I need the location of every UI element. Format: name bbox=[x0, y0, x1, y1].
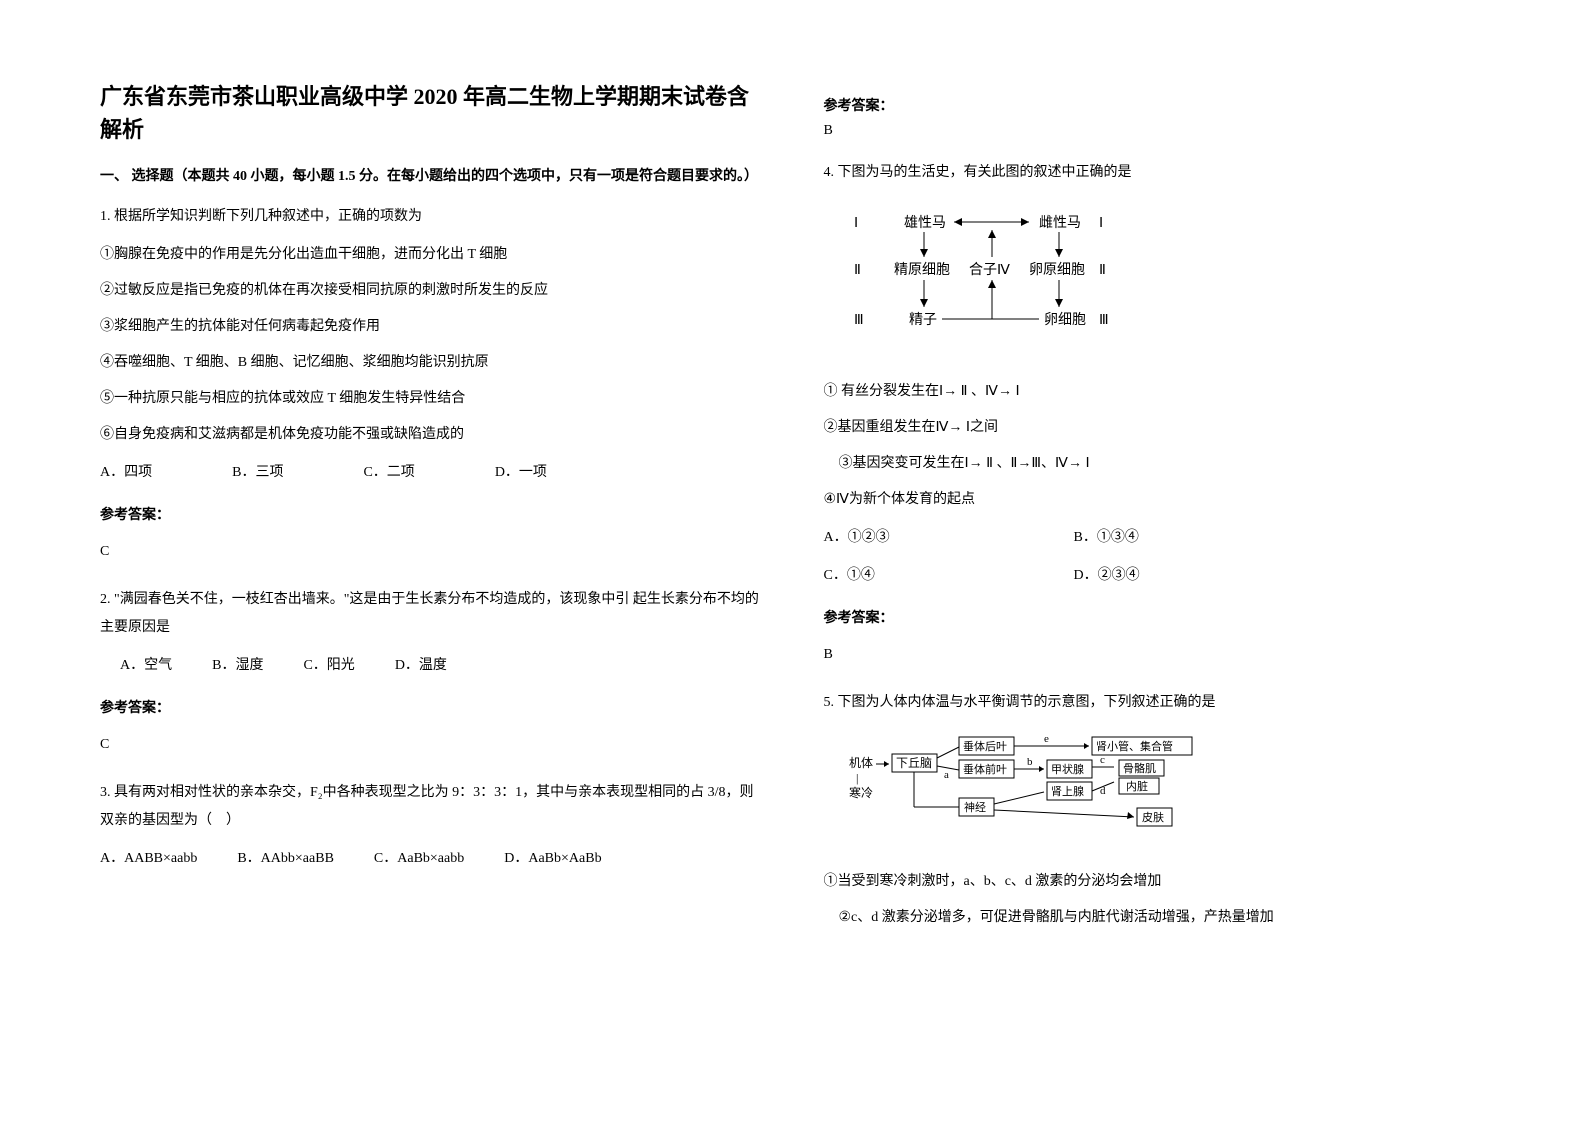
diagram-adrenal: 肾上腺 bbox=[1051, 784, 1084, 798]
q1-option-b: B．三项 bbox=[232, 459, 283, 487]
diagram-sperm-origin: 精原细胞 bbox=[894, 262, 950, 278]
diagram-kidney: 肾小管、集合管 bbox=[1096, 739, 1173, 753]
exam-title: 广东省东莞市茶山职业高级中学 2020 年高二生物上学期期末试卷含解析 bbox=[100, 80, 764, 146]
q5-item-2: ②c、d 激素分泌增多，可促进骨骼肌与内脏代谢活动增强，产热量增加 bbox=[839, 904, 1488, 932]
q3-text: 3. 具有两对相对性状的亲本杂交，F₂中各种表现型之比为 9：3：3：1，其中与… bbox=[100, 779, 764, 835]
question-2: 2. "满园春色关不住，一枝红杏出墙来。"这是由于生长素分布不均造成的，该现象中… bbox=[100, 586, 764, 759]
q2-option-b: B．湿度 bbox=[212, 652, 263, 680]
q4-option-a: A．①②③ bbox=[824, 524, 1074, 552]
q2-answer-label: 参考答案： bbox=[100, 695, 764, 723]
diagram-label-II-left: Ⅱ bbox=[854, 263, 861, 278]
q5-item-1: ①当受到寒冷刺激时，a、b、c、d 激素的分泌均会增加 bbox=[824, 868, 1488, 896]
q1-answer: C bbox=[100, 538, 764, 566]
diagram-label-c: c bbox=[1100, 754, 1105, 766]
diagram-label-e: e bbox=[1044, 733, 1049, 745]
diagram-egg-origin: 卵原细胞 bbox=[1029, 262, 1085, 278]
q4-item-3: ③基因突变可发生在Ⅰ→ Ⅱ 、Ⅱ→Ⅲ、Ⅳ→ Ⅰ bbox=[839, 450, 1488, 478]
question-3: 3. 具有两对相对性状的亲本杂交，F₂中各种表现型之比为 9：3：3：1，其中与… bbox=[100, 779, 764, 873]
q3-option-d: D．AaBb×AaBb bbox=[504, 845, 601, 873]
q1-item-1: ①胸腺在免疫中的作用是先分化出造血干细胞，进而分化出 T 细胞 bbox=[100, 241, 764, 269]
q2-option-a: A．空气 bbox=[120, 652, 172, 680]
diagram-viscera: 内脏 bbox=[1126, 779, 1148, 793]
q4-text: 4. 下图为马的生活史，有关此图的叙述中正确的是 bbox=[824, 159, 1488, 187]
q4-answer: B bbox=[824, 641, 1488, 669]
q1-item-5: ⑤一种抗原只能与相应的抗体或效应 T 细胞发生特异性结合 bbox=[100, 385, 764, 413]
q2-option-c: C．阳光 bbox=[303, 652, 354, 680]
diagram-male-horse: 雄性马 bbox=[904, 215, 946, 231]
q5-diagram: 机体 | 寒冷 下丘脑 垂体后叶 e 肾小管、集合管 a bbox=[844, 732, 1488, 853]
diagram-cold: 寒冷 bbox=[849, 785, 873, 800]
q1-option-c: C．二项 bbox=[363, 459, 414, 487]
diagram-body: 机体 bbox=[849, 756, 873, 770]
q4-item-1: ① 有丝分裂发生在Ⅰ→ Ⅱ 、Ⅳ→ Ⅰ bbox=[824, 378, 1488, 406]
q4-answer-label: 参考答案： bbox=[824, 605, 1488, 633]
q4-diagram: Ⅰ 雄性马 雌性马 Ⅰ Ⅱ 精原 bbox=[844, 202, 1488, 363]
q1-text: 1. 根据所学知识判断下列几种叙述中，正确的项数为 bbox=[100, 203, 764, 231]
diagram-posterior-pituitary: 垂体后叶 bbox=[963, 739, 1007, 753]
q3-answer: B bbox=[824, 123, 1488, 139]
diagram-hypothalamus: 下丘脑 bbox=[896, 756, 932, 770]
q1-option-d: D．一项 bbox=[495, 459, 547, 487]
q4-option-b: B．①③④ bbox=[1074, 524, 1324, 552]
q4-option-c: C．①④ bbox=[824, 562, 1074, 590]
diagram-label-d: d bbox=[1100, 785, 1106, 797]
diagram-label-III-left: Ⅲ bbox=[854, 313, 864, 328]
q5-text: 5. 下图为人体内体温与水平衡调节的示意图，下列叙述正确的是 bbox=[824, 689, 1488, 717]
q4-item-4: ④Ⅳ为新个体发育的起点 bbox=[824, 486, 1488, 514]
q1-answer-label: 参考答案： bbox=[100, 502, 764, 530]
diagram-label-a: a bbox=[944, 769, 949, 781]
q1-option-a: A．四项 bbox=[100, 459, 152, 487]
diagram-female-horse: 雌性马 bbox=[1039, 215, 1081, 231]
diagram-label-II-right: Ⅱ bbox=[1099, 263, 1106, 278]
section-1-header: 一、 选择题（本题共 40 小题，每小题 1.5 分。在每小题给出的四个选项中，… bbox=[100, 166, 764, 188]
q3-option-c: C．AaBb×aabb bbox=[374, 845, 464, 873]
question-4: 4. 下图为马的生活史，有关此图的叙述中正确的是 Ⅰ 雄性马 雌性马 Ⅰ bbox=[824, 159, 1488, 669]
q1-item-2: ②过敏反应是指已免疫的机体在再次接受相同抗原的刺激时所发生的反应 bbox=[100, 277, 764, 305]
question-1: 1. 根据所学知识判断下列几种叙述中，正确的项数为 ①胸腺在免疫中的作用是先分化… bbox=[100, 203, 764, 566]
diagram-label-b: b bbox=[1027, 756, 1033, 768]
diagram-label-I-left: Ⅰ bbox=[854, 216, 858, 231]
question-5: 5. 下图为人体内体温与水平衡调节的示意图，下列叙述正确的是 机体 | 寒冷 下… bbox=[824, 689, 1488, 932]
diagram-label-III-right: Ⅲ bbox=[1099, 313, 1109, 328]
q1-item-4: ④吞噬细胞、T 细胞、B 细胞、记忆细胞、浆细胞均能识别抗原 bbox=[100, 349, 764, 377]
q2-text: 2. "满园春色关不住，一枝红杏出墙来。"这是由于生长素分布不均造成的，该现象中… bbox=[100, 586, 764, 642]
diagram-anterior-pituitary: 垂体前叶 bbox=[963, 762, 1007, 776]
diagram-skin: 皮肤 bbox=[1142, 810, 1164, 824]
diagram-skeletal-muscle: 骨骼肌 bbox=[1123, 761, 1156, 775]
diagram-egg: 卵细胞 bbox=[1044, 312, 1086, 328]
q4-item-2: ②基因重组发生在Ⅳ→ Ⅰ之间 bbox=[824, 414, 1488, 442]
diagram-sperm: 精子 bbox=[909, 312, 937, 328]
q4-option-d: D．②③④ bbox=[1074, 562, 1324, 590]
q2-answer: C bbox=[100, 731, 764, 759]
diagram-thyroid: 甲状腺 bbox=[1051, 762, 1084, 776]
svg-text:|: | bbox=[856, 771, 858, 785]
diagram-label-I-right: Ⅰ bbox=[1099, 216, 1103, 231]
q3-answer-label: 参考答案： bbox=[824, 95, 1488, 115]
q3-option-a: A．AABB×aabb bbox=[100, 845, 197, 873]
diagram-zygote: 合子Ⅳ bbox=[969, 262, 1010, 278]
diagram-nerve: 神经 bbox=[964, 800, 986, 814]
q1-item-3: ③浆细胞产生的抗体能对任何病毒起免疫作用 bbox=[100, 313, 764, 341]
q2-option-d: D．温度 bbox=[395, 652, 447, 680]
q3-option-b: B．AAbb×aaBB bbox=[237, 845, 334, 873]
q1-item-6: ⑥自身免疫病和艾滋病都是机体免疫功能不强或缺陷造成的 bbox=[100, 421, 764, 449]
